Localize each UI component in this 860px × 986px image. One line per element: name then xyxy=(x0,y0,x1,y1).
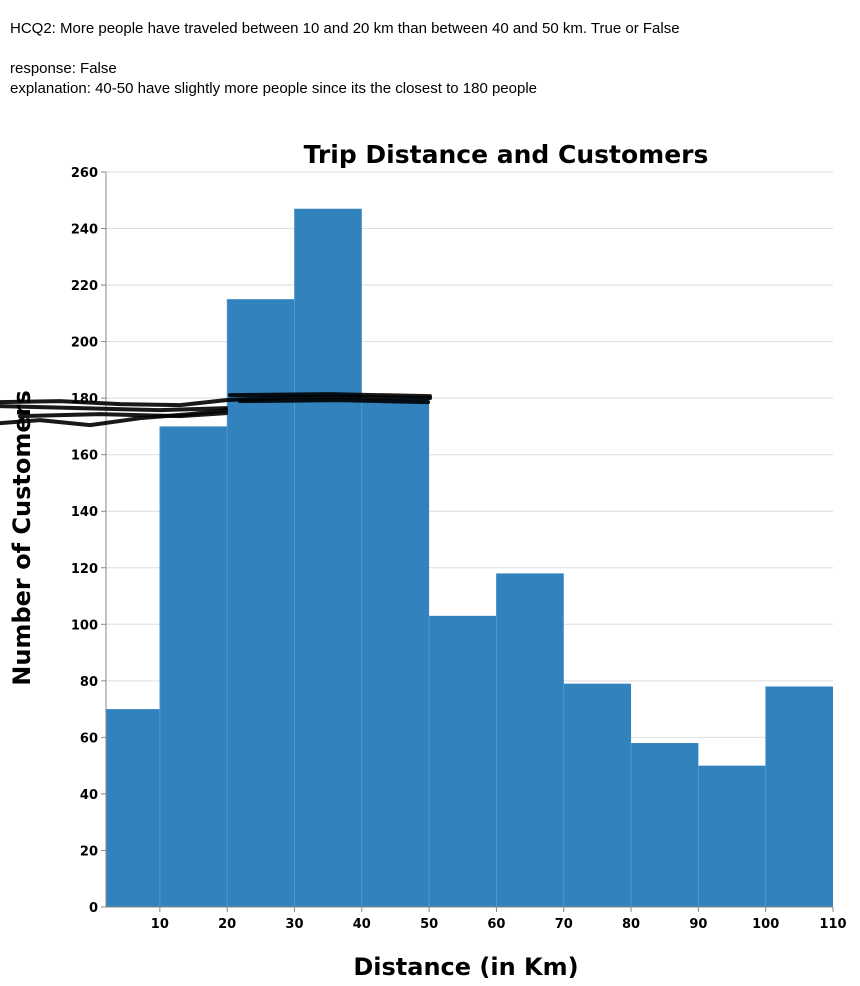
bar-30-40 xyxy=(294,208,362,907)
x-tick-label: 90 xyxy=(689,917,707,932)
bar-50-60 xyxy=(429,615,497,907)
annotation-stroke xyxy=(228,392,432,399)
annotation-stroke xyxy=(18,411,228,419)
x-tick-label: 110 xyxy=(819,917,846,932)
bar-80-90 xyxy=(631,743,699,907)
y-tick-label: 160 xyxy=(71,449,98,464)
annotation-stroke xyxy=(0,404,228,413)
y-tick-label: 20 xyxy=(80,844,98,859)
x-tick-label: 100 xyxy=(752,917,779,932)
y-axis-title: Number of Customers xyxy=(8,390,36,685)
bar-20-30 xyxy=(227,299,295,907)
x-tick-label: 20 xyxy=(218,917,236,932)
y-tick-label: 200 xyxy=(71,336,98,351)
bars xyxy=(106,208,833,907)
axes: 0 20 40 60 80 100 120 140 160 180 200 220 240 260 10 20… xyxy=(71,166,847,932)
bar-100-110 xyxy=(765,686,833,907)
x-tick-label: 80 xyxy=(622,917,640,932)
question-text: HCQ2: More people have traveled between … xyxy=(10,20,680,37)
annotation-stroke xyxy=(238,398,430,405)
y-tick-label: 260 xyxy=(71,166,98,181)
x-axis-title: Distance (in Km) xyxy=(353,953,578,981)
y-tick-label: 60 xyxy=(80,731,98,746)
x-tick-label: 60 xyxy=(487,917,505,932)
x-tick-label: 30 xyxy=(285,917,303,932)
y-tick-label: 120 xyxy=(71,562,98,577)
x-tick-label: 50 xyxy=(420,917,438,932)
bar-70-80 xyxy=(563,683,632,907)
explanation-text: explanation: 40-50 have slightly more pe… xyxy=(10,80,537,97)
y-tick-label: 80 xyxy=(80,675,98,690)
bar-2-10 xyxy=(106,709,160,907)
chart-title: Trip Distance and Customers xyxy=(304,140,709,169)
x-tick-label: 10 xyxy=(151,917,169,932)
x-tick-label: 40 xyxy=(353,917,371,932)
x-tick-label: 70 xyxy=(555,917,573,932)
y-tick-label: 0 xyxy=(89,901,98,916)
bar-10-20 xyxy=(159,426,228,907)
bar-90-100 xyxy=(698,765,766,907)
y-tick-label: 40 xyxy=(80,788,98,803)
response-text: response: False xyxy=(10,60,117,77)
bar-60-70 xyxy=(496,573,564,907)
bar-40-50 xyxy=(361,398,430,907)
y-tick-label: 180 xyxy=(71,392,98,407)
y-tick-label: 240 xyxy=(71,223,98,238)
annotation-stroke xyxy=(0,395,432,408)
y-tick-label: 140 xyxy=(71,505,98,520)
y-tick-label: 220 xyxy=(71,279,98,294)
freehand-annotation xyxy=(0,392,432,428)
y-tick-label: 100 xyxy=(71,618,98,633)
